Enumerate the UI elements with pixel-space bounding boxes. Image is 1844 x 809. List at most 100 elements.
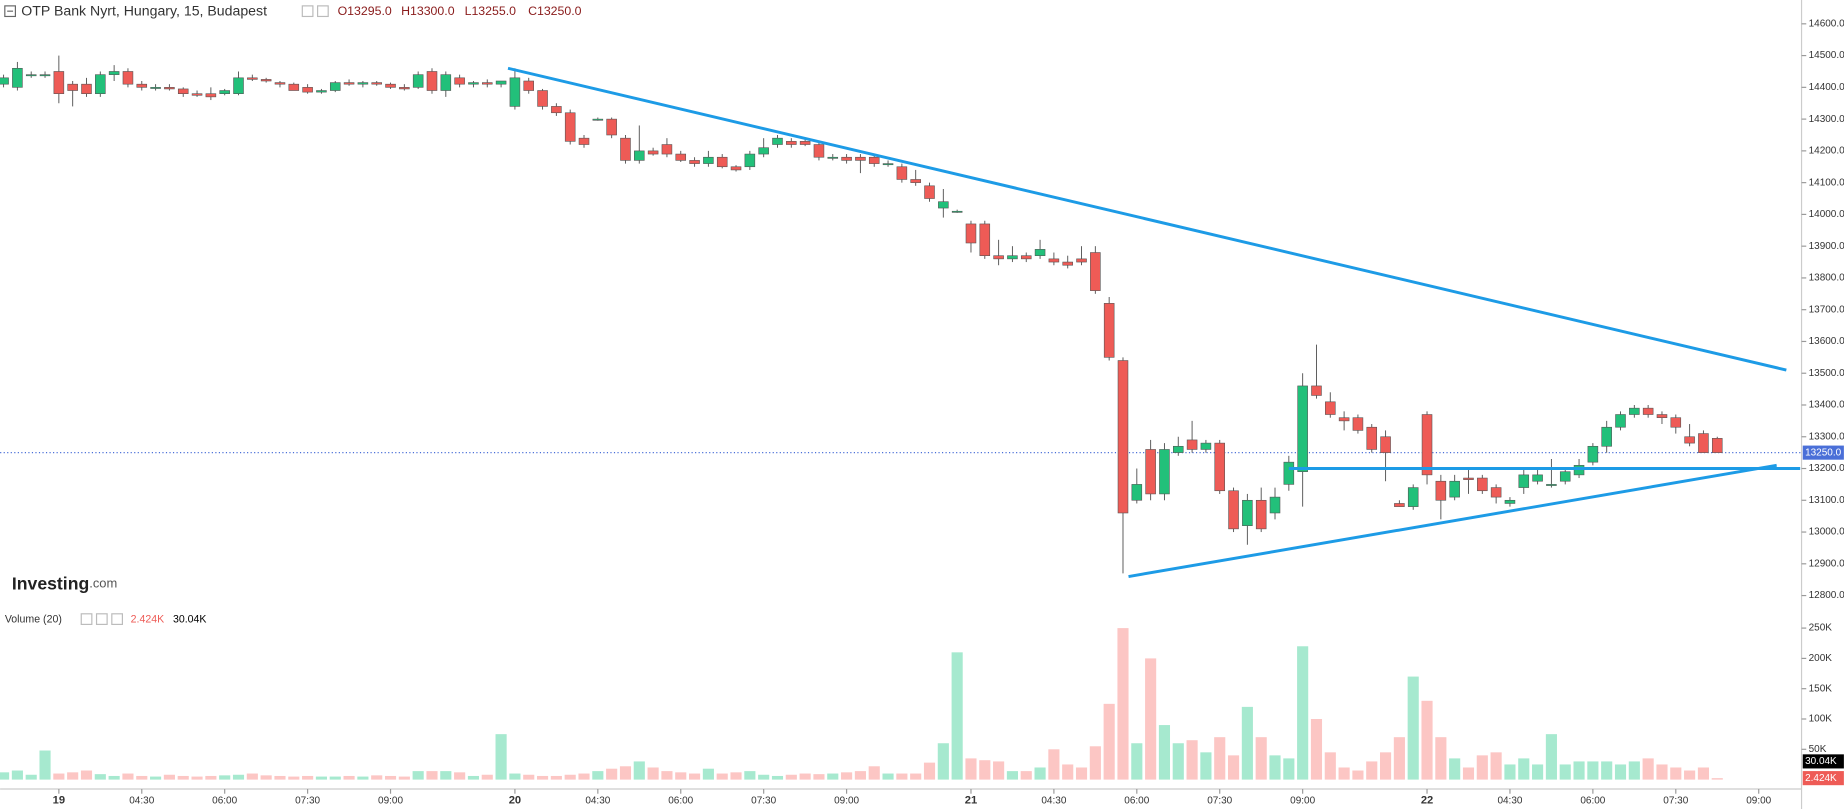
candle-body [716,156,728,168]
y-tick-label: 14200.0 [1809,146,1844,157]
volume-bar [647,767,659,780]
candle-body [689,160,700,164]
y-tick-label: 13600.0 [1809,336,1844,347]
volume-bar [1449,758,1461,780]
volume-bar [1352,770,1364,780]
volume-bar [965,758,977,780]
volume-bar [564,774,576,780]
candle-body [578,137,590,145]
candle-body [1338,417,1350,422]
volume-bar [454,772,466,780]
volume-close-icon[interactable] [111,613,123,625]
collapse-icon[interactable] [4,5,16,18]
current-price-label: 13250.0 [1805,447,1842,458]
volume-bar [122,773,134,780]
volume-bar [315,776,327,780]
candle-body [1159,449,1170,495]
x-tick-label: 04:30 [1497,795,1522,806]
volume-bar [1131,743,1143,780]
volume-value: 2.424K [131,613,165,625]
x-tick-label: 09:00 [1746,795,1771,806]
volume-bar [1214,737,1226,780]
brand-suffix: .com [89,576,117,591]
candle-body [1048,258,1060,263]
candle-body [938,201,949,209]
candle-body [1242,499,1253,526]
candle-body [703,156,714,164]
volume-bar [1476,755,1488,780]
volume-bar [1435,737,1447,780]
volume-visibility-icon[interactable] [95,613,108,625]
candle-body [1587,445,1599,463]
volume-bar [1324,752,1336,780]
candle-body [661,144,673,155]
y-tick-label: 14000.0 [1809,209,1844,220]
volume-bar [357,776,369,780]
x-tick-label: 07:30 [1663,795,1688,806]
volume-bar [785,774,797,780]
y-tick-label: 13400.0 [1809,400,1844,411]
volume-bar [633,761,645,780]
volume-bar [1338,767,1350,780]
volume-bar [827,773,839,780]
volume-bar [219,775,231,780]
volume-bar [592,771,604,780]
volume-bar [302,775,314,780]
visibility-icon[interactable] [317,5,329,18]
candle-body [150,87,161,89]
volume-bar [799,773,811,780]
volume-bar [509,773,521,780]
x-tick-label: 06:00 [1580,795,1605,806]
y-tick-label: 13800.0 [1809,273,1844,284]
volume-bar [1117,628,1129,780]
x-tick-label: 04:30 [1041,795,1066,806]
volume-bar [536,775,549,780]
ohlc-label: H13300.0 [401,4,455,18]
x-tick-label: 09:00 [378,795,403,806]
candle-body [1283,461,1295,485]
volume-bar [163,774,175,780]
candle-body [260,79,272,82]
volume-bar [1269,755,1281,780]
volume-bar [1573,761,1585,780]
volume-bar [758,774,770,780]
candle-body [1297,385,1308,472]
trend-line [1128,463,1777,578]
candle-body [95,74,106,94]
candle-body [122,71,134,85]
volume-bar [1283,758,1295,780]
candle-body [1034,249,1046,256]
volume-bar [523,774,535,780]
volume-bar [1518,758,1530,780]
candle-body [1698,433,1709,453]
candle-body [910,179,921,183]
volume-tag [1802,754,1844,769]
candle-body [564,112,576,142]
volume-bar [1587,761,1599,780]
candle-body [509,77,521,107]
candle-body [1421,414,1433,476]
volume-bar [813,774,825,780]
volume-bar [440,771,452,780]
volume-bar [80,770,93,780]
current-price-tag [1802,445,1844,460]
candle-body [772,137,783,145]
volume-bar [1062,764,1074,780]
candle-body [868,156,880,164]
candle-body [274,82,286,85]
volume-bar [481,774,493,780]
volume-bar [467,775,480,780]
candle-body [1656,414,1668,418]
volume-bar [550,775,562,780]
candle-body [1131,484,1143,501]
y-tick-label: 14400.0 [1809,82,1844,93]
volume-bar [232,774,245,780]
volume-bar [1642,758,1654,780]
volume-bar [260,775,272,780]
volume-settings-icon[interactable] [80,613,93,625]
candle-body [647,150,659,155]
settings-icon[interactable] [301,5,314,18]
candle-body [191,93,203,96]
candle-body [302,87,313,93]
brand-logo: Investing.com [12,573,117,593]
